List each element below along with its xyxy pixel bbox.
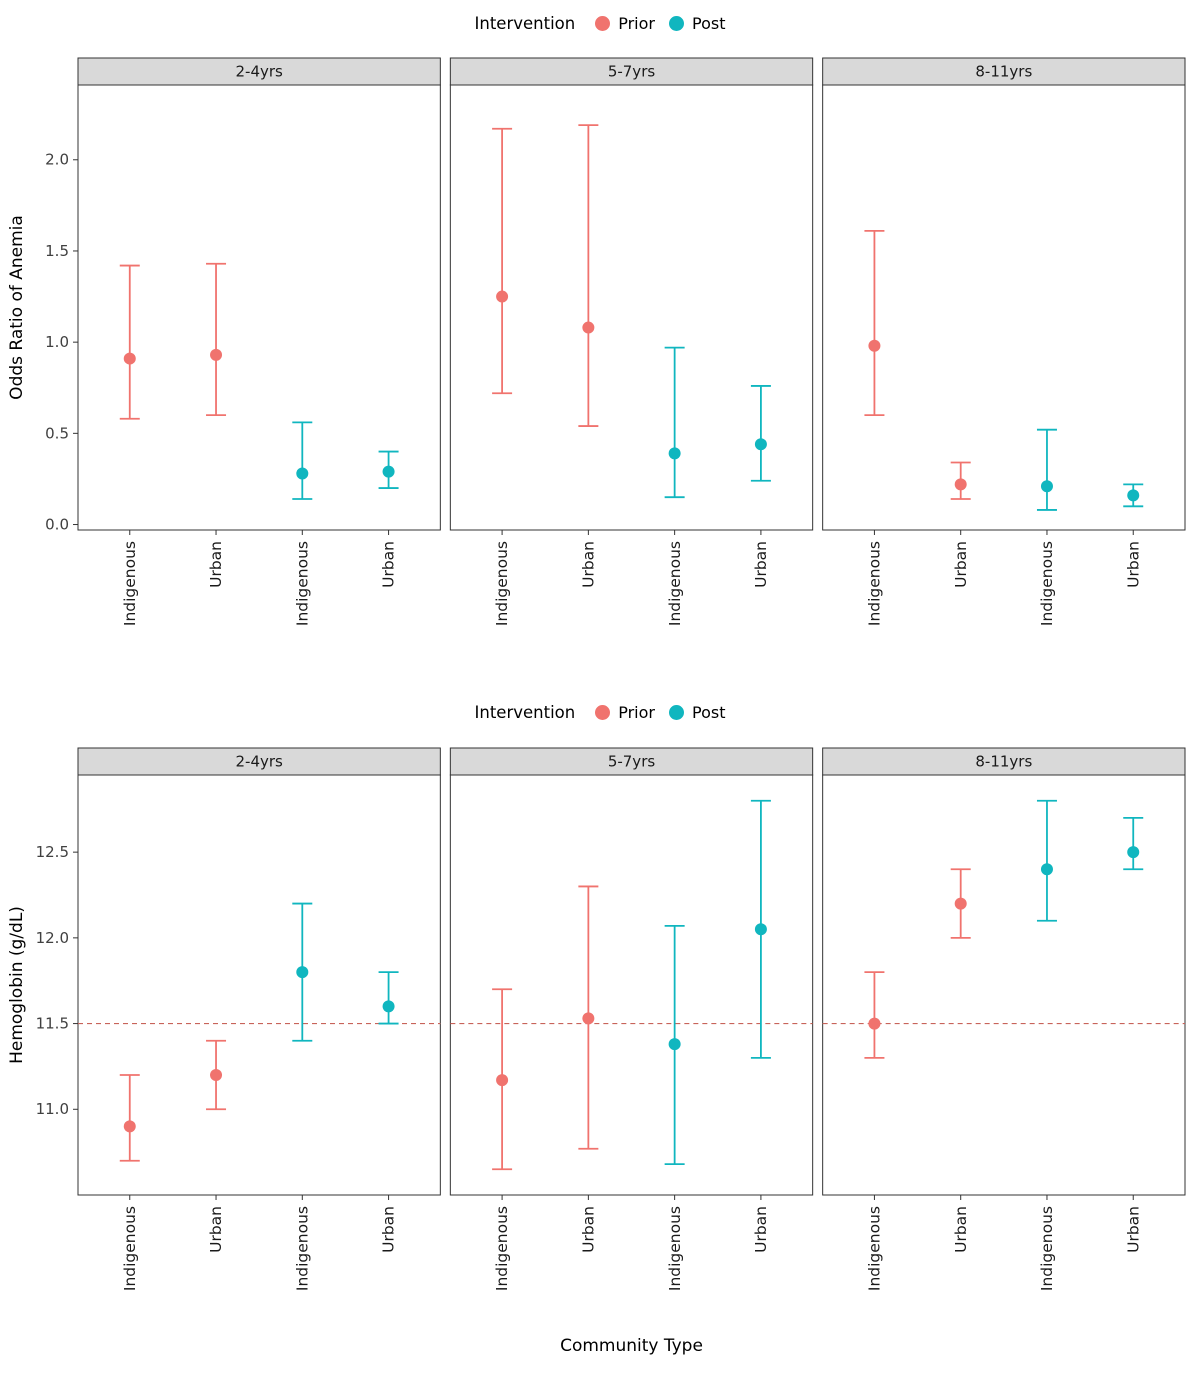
panel (822, 84, 1186, 531)
legend-item-post: Post (669, 703, 725, 722)
point (1040, 480, 1053, 493)
x-tick-label: Indigenous (493, 1206, 511, 1291)
x-tick-label: Urban (952, 541, 970, 588)
hemoglobin-figure: Intervention Prior Post Hemoglobin (g/dL… (0, 690, 1200, 1382)
x-tick-label: Indigenous (293, 1206, 311, 1291)
panel (822, 774, 1186, 1196)
facet-label: 2-4yrs (235, 63, 283, 81)
x-tick-label: Indigenous (1038, 1206, 1056, 1291)
x-tick-label: Indigenous (1038, 541, 1056, 626)
point (382, 1000, 395, 1013)
point (582, 321, 595, 334)
x-tick-label: Indigenous (121, 541, 139, 626)
prior-color-dot-icon (595, 15, 611, 31)
x-tick-label: Urban (207, 1206, 225, 1253)
x-tick-label: Urban (579, 1206, 597, 1253)
prior-color-dot-icon (595, 704, 611, 720)
facet-label: 5-7yrs (608, 63, 656, 81)
panel (449, 84, 814, 531)
y-tick-label: 12.5 (36, 843, 69, 861)
point (123, 1120, 136, 1133)
x-tick-label: Indigenous (493, 541, 511, 626)
point (868, 339, 881, 352)
point (668, 1038, 681, 1051)
odds-ratio-chart: Odds Ratio of Anemia 0.0 0.5 1.0 1.5 2.0 2-4yr… (7, 57, 1186, 626)
legend-title: Intervention (474, 13, 576, 33)
x-tick-label: Urban (952, 1206, 970, 1253)
point (382, 465, 395, 478)
legend-title: Intervention (474, 702, 576, 722)
y-tick-label: 2.0 (45, 151, 69, 169)
y-tick-label: 1.5 (45, 242, 69, 260)
point (754, 438, 767, 451)
y-tick-label: 0.5 (45, 424, 69, 442)
x-tick-label: Indigenous (666, 1206, 684, 1291)
point (210, 1069, 223, 1081)
odds-ratio-figure: Intervention Prior Post Odds Ratio of An… (0, 0, 1200, 690)
point (296, 467, 309, 480)
legend-item-prior: Prior (595, 703, 655, 722)
intervention-legend: Intervention Prior Post (0, 690, 1200, 734)
point (754, 923, 767, 936)
facet-strip (822, 57, 1186, 86)
point (954, 897, 967, 910)
facet-label: 2-4yrs (235, 753, 283, 771)
x-tick-label: Indigenous (293, 541, 311, 626)
point (668, 447, 681, 460)
facet-label: 5-7yrs (608, 753, 656, 771)
panel (77, 84, 441, 531)
point (954, 478, 967, 491)
x-tick-label: Urban (207, 541, 225, 588)
x-tick-label: Indigenous (121, 1206, 139, 1291)
hemoglobin-chart: Hemoglobin (g/dL) 11.0 11.5 12.0 12.5 2-4yrs I… (7, 747, 1186, 1356)
point (1127, 846, 1140, 859)
facet-strip (77, 747, 441, 776)
x-axis-title: Community Type (560, 1336, 703, 1356)
point (1127, 489, 1140, 502)
x-tick-label: Indigenous (666, 541, 684, 626)
point (123, 352, 136, 365)
facet-label: 8-11yrs (975, 753, 1032, 771)
facet-strip (449, 747, 814, 776)
point (210, 348, 223, 361)
post-color-dot-icon (669, 704, 684, 720)
x-tick-label: Urban (1124, 541, 1142, 588)
y-axis-title: Hemoglobin (g/dL) (7, 906, 27, 1064)
post-color-dot-icon (669, 15, 684, 31)
y-axis-title: Odds Ratio of Anemia (7, 215, 27, 400)
point (496, 290, 509, 303)
x-tick-label: Urban (1124, 1206, 1142, 1253)
legend-item-post: Post (669, 14, 725, 33)
point (496, 1074, 509, 1087)
point (582, 1012, 595, 1025)
facet-strip (822, 747, 1186, 776)
y-tick-label: 0.0 (45, 515, 69, 533)
y-tick-label: 1.0 (45, 333, 69, 351)
facet-label: 8-11yrs (975, 63, 1032, 81)
x-tick-label: Urban (579, 541, 597, 588)
legend-label-post: Post (692, 13, 726, 33)
x-tick-label: Urban (380, 541, 398, 588)
panel (77, 774, 441, 1196)
x-tick-label: Urban (752, 541, 770, 588)
legend-label-prior: Prior (618, 13, 655, 33)
x-tick-label: Urban (380, 1206, 398, 1253)
facet-strip (449, 57, 814, 86)
x-tick-label: Indigenous (866, 541, 884, 626)
point (868, 1017, 881, 1030)
x-tick-label: Urban (752, 1206, 770, 1253)
intervention-legend: Intervention Prior Post (0, 0, 1200, 46)
legend-label-post: Post (692, 702, 726, 722)
legend-item-prior: Prior (595, 14, 655, 33)
y-tick-label: 11.0 (36, 1100, 69, 1118)
point (1040, 863, 1053, 876)
y-tick-label: 11.5 (36, 1015, 69, 1033)
point (296, 966, 309, 979)
legend-label-prior: Prior (618, 702, 655, 722)
x-tick-label: Indigenous (866, 1206, 884, 1291)
panel (449, 774, 814, 1196)
facet-strip (77, 57, 441, 86)
y-tick-label: 12.0 (36, 929, 69, 947)
